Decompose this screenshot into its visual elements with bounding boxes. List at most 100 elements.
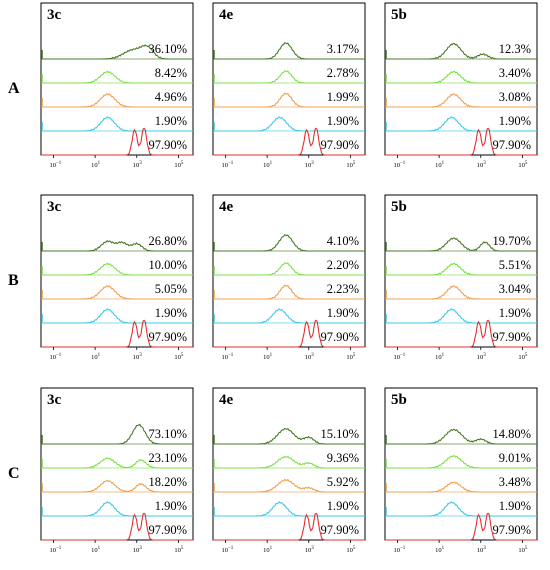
histogram-trace [213,92,365,108]
histogram-trace [385,71,537,84]
percentage-label: 15.10% [320,427,359,441]
percentage-label: 19.70% [492,234,531,248]
x-tick-label: 103 [477,353,487,361]
x-tick-label: 103 [305,546,315,554]
percentage-label: 97.90% [320,523,359,537]
percentage-label: 1.99% [327,90,359,104]
x-tick-label: 103 [133,546,143,554]
row-label: C [8,465,20,482]
percentage-label: 3.48% [499,475,531,489]
histogram-trace [213,512,365,541]
percentage-label: 3.40% [499,66,531,80]
percentage-label: 3.17% [327,42,359,56]
row-label: A [8,80,20,97]
panel-title: 5b [391,392,407,408]
percentage-label: 36.10% [148,42,187,56]
histogram-trace [41,308,193,324]
x-tick-label: 105 [174,161,184,169]
x-tick-label: 10−1 [49,353,61,361]
percentage-label: 1.90% [327,499,359,513]
x-tick-label: 105 [174,546,184,554]
histogram-trace [213,262,365,276]
percentage-label: 8.42% [155,66,187,80]
percentage-label: 10.00% [148,258,187,272]
percentage-label: 1.90% [155,306,187,320]
histogram-trace [385,428,537,445]
histogram-trace [213,70,365,84]
panel-frame [384,387,538,541]
histogram-trace [385,308,537,324]
histogram-trace [41,127,193,156]
percentage-label: 26.80% [148,234,187,248]
panel-title: 4e [219,7,234,23]
x-tick-label: 105 [518,353,528,361]
x-tick-label: 105 [518,546,528,554]
histogram-trace [213,116,365,132]
percentage-label: 1.90% [155,114,187,128]
x-tick-label: 10−1 [393,546,405,554]
x-tick-label: 101 [91,353,101,361]
x-tick-label: 103 [477,161,487,169]
histogram-trace [41,44,193,60]
percentage-label: 5.92% [327,475,359,489]
x-tick-label: 101 [435,353,445,361]
histogram-panel: 4e 15.10% 9.36% 5.92% 1.90% 97.90% 10−1 101 103 1… [212,387,366,554]
percentage-label: 18.20% [148,475,187,489]
histogram-panel: 5b 14.80% 9.01% 3.48% 1.90% 97.90% 10−1 101 103 1… [384,387,538,554]
percentage-label: 9.36% [327,451,359,465]
x-tick-label: 10−1 [49,161,61,169]
percentage-label: 1.90% [327,114,359,128]
histogram-trace [41,512,193,541]
percentage-label: 1.90% [499,114,531,128]
percentage-label: 5.51% [499,258,531,272]
histogram-trace [213,319,365,348]
percentage-label: 97.90% [148,523,187,537]
x-tick-label: 10−1 [221,353,233,361]
histogram-trace [385,501,537,517]
percentage-label: 1.90% [155,499,187,513]
row-label: B [8,272,19,289]
percentage-label: 1.90% [499,306,531,320]
panel-title: 4e [219,199,234,215]
panel-title: 3c [47,7,62,23]
histogram-trace [385,127,537,156]
histogram-trace [41,70,193,84]
panel-title: 4e [219,392,234,408]
histogram-trace [213,308,365,324]
x-tick-label: 105 [174,353,184,361]
percentage-label: 97.90% [492,138,531,152]
histogram-trace [41,501,193,517]
histogram-panel: 3c 36.10% 8.42% 4.96% 1.90% 97.90% 10−1 101 103 1… [40,2,194,169]
percentage-label: 3.04% [499,282,531,296]
percentage-label: 1.90% [499,499,531,513]
histogram-trace [213,455,365,469]
panel-frame [384,194,538,348]
x-tick-label: 101 [263,161,273,169]
x-tick-label: 103 [477,546,487,554]
histogram-trace [213,501,365,517]
percentage-label: 14.80% [492,427,531,441]
panel-title: 5b [391,7,407,23]
histogram-trace [41,479,193,493]
percentage-label: 97.90% [492,330,531,344]
percentage-label: 4.96% [155,90,187,104]
histogram-trace [385,116,537,132]
histogram-trace [385,481,537,493]
percentage-label: 1.90% [327,306,359,320]
percentage-label: 97.90% [492,523,531,537]
panel-frame [212,194,366,348]
figure-row-A: A 3c 36.10% 8.42% 4.96% 1.90% 97.90% 10−1 101 103… [8,2,538,169]
histogram-trace [213,427,365,445]
histogram-trace [41,319,193,348]
x-tick-label: 10−1 [49,546,61,554]
histogram-panel: 4e 4.10% 2.20% 2.23% 1.90% 97.90% 10−1 101 103 10… [212,194,366,361]
panel-frame [212,2,366,156]
histogram-trace [213,284,365,300]
histogram-panel: 5b 19.70% 5.51% 3.04% 1.90% 97.90% 10−1 101 103 1… [384,194,538,361]
x-tick-label: 103 [305,353,315,361]
x-tick-label: 101 [435,546,445,554]
x-tick-label: 10−1 [393,161,405,169]
panel-title: 3c [47,199,62,215]
x-tick-label: 10−1 [221,161,233,169]
